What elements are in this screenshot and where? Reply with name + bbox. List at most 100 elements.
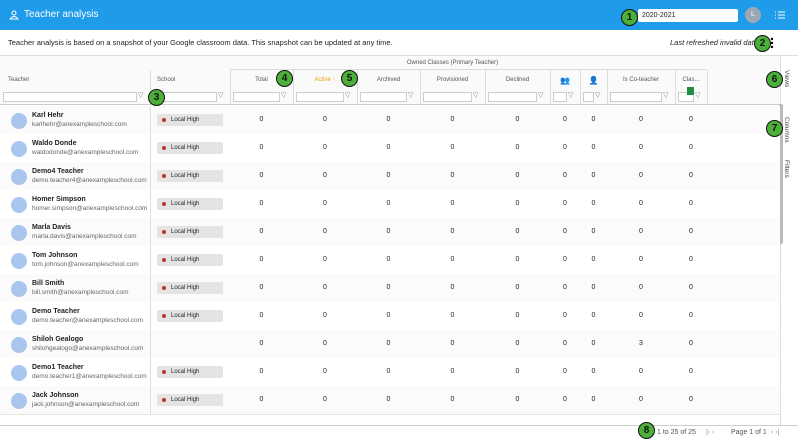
col-header[interactable]: Clas... bbox=[682, 77, 700, 83]
count-cell: 0 bbox=[259, 284, 264, 291]
col-header[interactable]: Declined bbox=[505, 77, 530, 83]
teacher-name[interactable]: Bill Smith bbox=[32, 280, 65, 287]
col-header[interactable]: Active ↑ bbox=[314, 77, 336, 83]
callout: 6 bbox=[766, 71, 783, 88]
pill-dot bbox=[162, 286, 166, 290]
count-cell: 0 bbox=[515, 116, 520, 123]
avatar bbox=[11, 225, 27, 241]
count-cell: 0 bbox=[689, 172, 693, 179]
scrollbar[interactable] bbox=[779, 104, 783, 244]
count-cell: 0 bbox=[639, 172, 643, 179]
teacher-name[interactable]: Demo1 Teacher bbox=[32, 364, 84, 371]
menu-icon[interactable] bbox=[775, 10, 785, 20]
count-cell: 0 bbox=[323, 256, 327, 263]
count-cell: 0 bbox=[591, 172, 596, 179]
filter-icon[interactable]: ▽ bbox=[408, 92, 414, 99]
pager-prev[interactable]: |‹ ‹ bbox=[706, 429, 715, 436]
col-header[interactable]: Total bbox=[255, 77, 268, 83]
teacher-email: shilohgealogo@anexampleschool.com bbox=[32, 345, 144, 352]
count-cell: 0 bbox=[259, 116, 264, 123]
col-divider bbox=[230, 70, 231, 104]
col-divider bbox=[607, 70, 608, 104]
filter-icon[interactable]: ▽ bbox=[138, 92, 144, 99]
filter-icon[interactable]: ▽ bbox=[345, 92, 351, 99]
count-cell: 0 bbox=[259, 144, 264, 151]
count-cell: 0 bbox=[639, 312, 643, 319]
school-pill: Local High bbox=[157, 310, 223, 322]
count-cell: 0 bbox=[563, 116, 567, 123]
filter-icon[interactable]: ▽ bbox=[663, 92, 669, 99]
col-header[interactable]: Teacher bbox=[8, 77, 30, 83]
filter-icon[interactable]: ▽ bbox=[568, 92, 574, 99]
pill-dot bbox=[162, 146, 166, 150]
filter-icon[interactable]: ▽ bbox=[281, 92, 287, 99]
table-row bbox=[0, 330, 780, 359]
count-cell: 0 bbox=[259, 368, 264, 375]
info-text: Teacher analysis is based on a snapshot … bbox=[8, 38, 393, 47]
col-header[interactable]: Is Co-teacher bbox=[622, 77, 659, 83]
filter-box[interactable] bbox=[610, 92, 662, 102]
col-divider bbox=[150, 190, 151, 218]
avatar bbox=[11, 309, 27, 325]
avatar bbox=[11, 253, 27, 269]
more-icon[interactable] bbox=[770, 37, 774, 49]
side-tab[interactable]: Columns bbox=[783, 117, 790, 143]
col-header[interactable]: School bbox=[157, 77, 176, 83]
count-cell: 0 bbox=[386, 144, 391, 151]
side-tab[interactable]: Views bbox=[783, 70, 790, 88]
count-cell: 0 bbox=[450, 368, 455, 375]
refreshed: Last refreshed invalid date bbox=[670, 38, 758, 47]
filter-icon[interactable]: ▽ bbox=[695, 92, 701, 99]
count-cell: 0 bbox=[450, 312, 455, 319]
teacher-name[interactable]: Demo Teacher bbox=[32, 308, 80, 315]
filter-box[interactable] bbox=[553, 92, 567, 102]
filter-box[interactable] bbox=[583, 92, 594, 102]
filter-icon[interactable]: ▽ bbox=[538, 92, 544, 99]
count-cell: 0 bbox=[563, 340, 567, 347]
filter-box[interactable] bbox=[488, 92, 537, 102]
school-pill: Local High bbox=[157, 170, 223, 182]
person-icon bbox=[9, 10, 19, 20]
group-rule bbox=[230, 69, 707, 70]
count-cell: 0 bbox=[515, 284, 520, 291]
count-cell: 0 bbox=[689, 312, 693, 319]
teacher-name[interactable]: Demo4 Teacher bbox=[32, 168, 84, 175]
filter-icon[interactable]: ▽ bbox=[473, 92, 479, 99]
col-header[interactable]: Provisioned bbox=[436, 77, 469, 83]
teacher-name[interactable]: Shiloh Gealogo bbox=[32, 336, 84, 343]
filter-box[interactable] bbox=[678, 92, 694, 102]
count-cell: 0 bbox=[591, 144, 596, 151]
filter-box[interactable] bbox=[296, 92, 344, 102]
teacher-name[interactable]: Karl Hehr bbox=[32, 112, 64, 119]
filter-box[interactable] bbox=[3, 92, 137, 102]
avatar bbox=[11, 337, 27, 353]
filter-box[interactable] bbox=[360, 92, 407, 102]
count-cell: 0 bbox=[515, 256, 520, 263]
col-header[interactable]: Archived bbox=[376, 77, 401, 83]
count-cell: 0 bbox=[515, 144, 520, 151]
year-select[interactable]: 2020-2021 bbox=[638, 9, 738, 22]
pill-dot bbox=[162, 398, 166, 402]
school-pill: Local High bbox=[157, 394, 223, 406]
filter-icon[interactable]: ▽ bbox=[218, 92, 224, 99]
side-tab[interactable]: Filters bbox=[783, 160, 790, 178]
count-cell: 0 bbox=[386, 228, 391, 235]
filter-box[interactable] bbox=[423, 92, 472, 102]
school-pill: Local High bbox=[157, 198, 223, 210]
teacher-name[interactable]: Homer Simpson bbox=[32, 196, 86, 203]
filter-box[interactable] bbox=[233, 92, 280, 102]
teacher-name[interactable]: Waldo Donde bbox=[32, 140, 77, 147]
pill-dot bbox=[162, 174, 166, 178]
avatar[interactable]: L bbox=[745, 7, 761, 23]
teacher-name[interactable]: Jack Johnson bbox=[32, 392, 79, 399]
teacher-name[interactable]: Marla Davis bbox=[32, 224, 71, 231]
pager-next[interactable]: › ›| bbox=[771, 429, 780, 436]
teacher-email: marla.davis@anexampleschool.com bbox=[32, 233, 137, 240]
count-cell: 0 bbox=[639, 200, 643, 207]
teacher-name[interactable]: Tom Johnson bbox=[32, 252, 78, 259]
callout: 5 bbox=[341, 70, 358, 87]
count-cell: 0 bbox=[450, 228, 455, 235]
filter-icon[interactable]: ▽ bbox=[595, 92, 601, 99]
count-cell: 0 bbox=[689, 144, 693, 151]
